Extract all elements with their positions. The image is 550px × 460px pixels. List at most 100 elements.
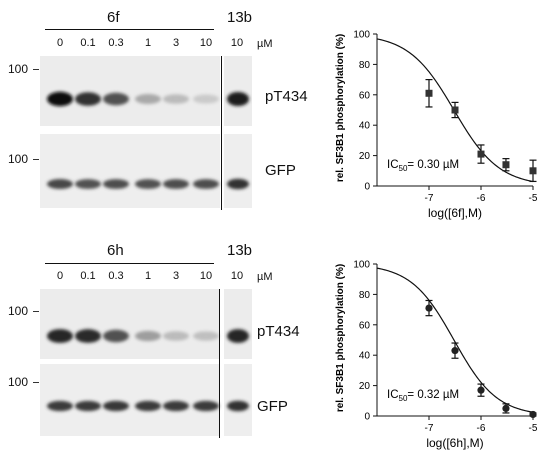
blot-background — [224, 289, 252, 359]
band-label-pt434: pT434 — [265, 89, 308, 104]
blot-band — [75, 401, 101, 411]
lane-label: 10 — [191, 271, 221, 282]
lane-label: 1 — [133, 38, 163, 49]
blot-band — [193, 94, 219, 103]
lane-label: 1 — [133, 271, 163, 282]
ic50-annotation: IC50= 0.32 µM — [387, 389, 459, 403]
lane-label: 0.1 — [73, 271, 103, 282]
band-label-gfp: GFP — [257, 399, 288, 414]
blot-band — [135, 401, 161, 411]
lane-label: 3 — [161, 271, 191, 282]
lane-label: 10 — [191, 38, 221, 49]
blot-band — [75, 179, 101, 189]
y-axis-label: rel. SF3B1 phosphorylation (%) — [335, 264, 346, 412]
lane-label: 0.3 — [101, 38, 131, 49]
blot-band — [135, 94, 161, 104]
y-tick-label: 0 — [364, 412, 370, 423]
control-lane-label: 10 — [222, 38, 252, 49]
x-tick-label: -7 — [425, 423, 434, 434]
blot-band — [103, 330, 129, 343]
band-label-gfp: GFP — [265, 163, 296, 178]
compound-bracket-line — [45, 29, 214, 30]
y-tick-label: 60 — [359, 320, 371, 331]
blot-band — [75, 92, 101, 105]
x-tick-label: -5 — [529, 423, 538, 434]
y-axis-label: rel. SF3B1 phosphorylation (%) — [335, 34, 346, 182]
data-point — [426, 90, 433, 97]
blot-band — [47, 329, 73, 343]
y-tick-label: 20 — [359, 381, 371, 392]
blot-band — [135, 179, 161, 189]
blot-band — [227, 329, 249, 343]
dose-response-chart-6f: 0 20 40 60 80 100 -7 -6 -5 log([6f],M) rel. SF3B1 … — [330, 20, 545, 235]
unit-label: µM — [257, 38, 273, 50]
mw-tick — [33, 159, 39, 160]
blot-band — [103, 93, 129, 106]
blot-background — [224, 364, 252, 436]
lane-divider — [219, 289, 220, 438]
mw-marker-lower: 100 — [8, 153, 28, 165]
mw-marker-lower: 100 — [8, 376, 28, 388]
blot-band — [47, 401, 73, 411]
data-point — [502, 161, 509, 168]
blot-band — [163, 401, 189, 411]
data-point — [451, 347, 458, 354]
data-point — [477, 387, 484, 394]
blot-band — [227, 179, 249, 189]
y-tick-label: 40 — [359, 121, 371, 132]
y-tick-label: 100 — [353, 30, 370, 41]
x-axis-label: log([6f],M) — [428, 206, 482, 220]
blot-band — [193, 331, 219, 340]
blot-band — [47, 92, 73, 106]
blot-background — [40, 364, 220, 436]
band-label-pt434: pT434 — [257, 324, 300, 339]
y-tick-label: 20 — [359, 151, 371, 162]
control-compound-label: 13b — [227, 10, 252, 25]
y-tick-label: 60 — [359, 90, 371, 101]
lane-label: 3 — [161, 38, 191, 49]
compound-label: 6f — [107, 10, 120, 25]
data-point — [478, 151, 485, 158]
blot-gfp-6h — [40, 364, 252, 436]
y-tick-label: 100 — [353, 260, 370, 271]
blot-band — [103, 401, 129, 411]
mw-tick — [33, 382, 39, 383]
dose-response-chart-6h: 0 20 40 60 80 100 -7 -6 -5 log([6h],M) rel. SF3B1 … — [330, 250, 545, 460]
blot-band — [163, 331, 189, 340]
unit-label: µM — [257, 271, 273, 283]
x-tick-label: -5 — [529, 193, 538, 204]
lane-divider — [221, 56, 222, 210]
blot-background — [224, 134, 252, 208]
blot-band — [227, 92, 249, 106]
blot-band — [47, 179, 73, 189]
blot-band — [193, 179, 219, 189]
mw-marker-upper: 100 — [8, 63, 28, 75]
data-point — [452, 107, 459, 114]
blot-band — [163, 179, 189, 189]
blot-background — [40, 56, 220, 126]
mw-marker-upper: 100 — [8, 305, 28, 317]
blot-band — [193, 401, 219, 411]
mw-tick — [33, 311, 39, 312]
lane-label: 0 — [45, 271, 75, 282]
blot-band — [135, 331, 161, 341]
blot-band — [163, 94, 189, 103]
x-tick-label: -6 — [477, 193, 486, 204]
ic50-annotation: IC50= 0.30 µM — [387, 159, 459, 173]
y-tick-label: 0 — [364, 182, 370, 193]
data-point — [529, 411, 536, 418]
control-lane-label: 10 — [222, 271, 252, 282]
data-point — [502, 405, 509, 412]
y-tick-label: 40 — [359, 351, 371, 362]
lane-label: 0.1 — [73, 38, 103, 49]
lane-label: 0.3 — [101, 271, 131, 282]
x-tick-label: -6 — [477, 423, 486, 434]
blot-band — [103, 179, 129, 189]
blot-background — [40, 289, 220, 359]
x-axis-label: log([6h],M) — [426, 436, 483, 450]
data-point — [425, 304, 432, 311]
y-tick-label: 80 — [359, 290, 371, 301]
blot-band — [75, 329, 101, 343]
lane-label: 0 — [45, 38, 75, 49]
blot-pt434-6h — [40, 289, 252, 359]
